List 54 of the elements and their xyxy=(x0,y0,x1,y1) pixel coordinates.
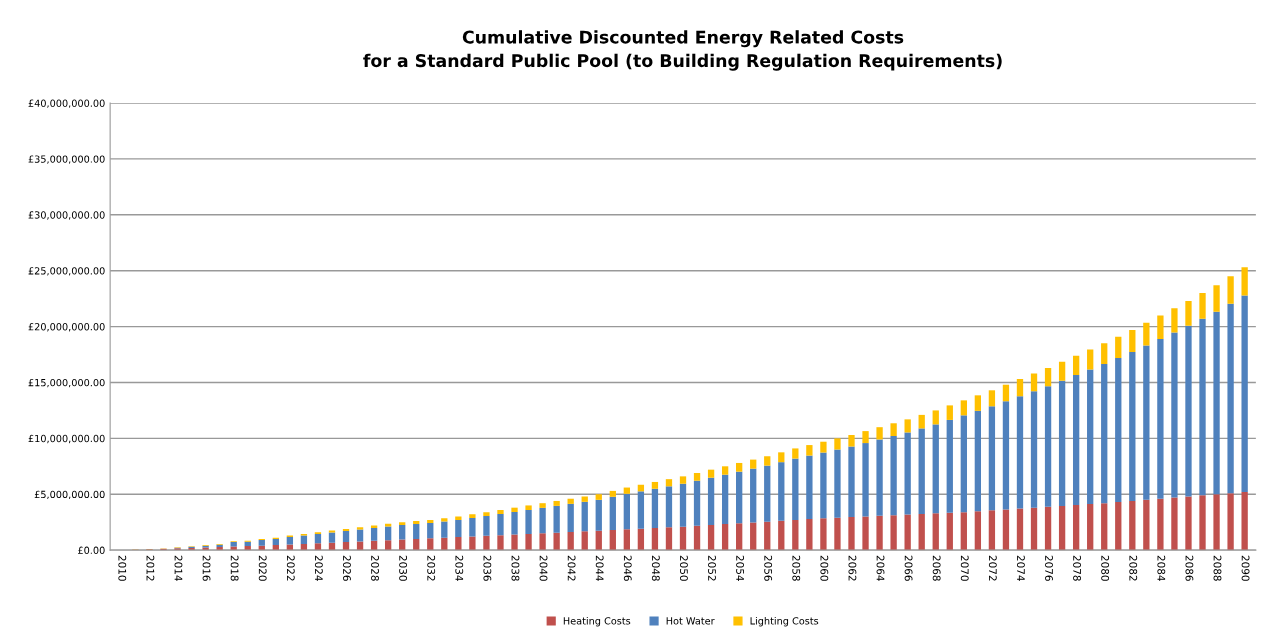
x-tick-label: 2060 xyxy=(820,555,829,581)
x-tick-label: 2016 xyxy=(202,555,211,581)
x-tick-label: 2052 xyxy=(708,555,716,581)
x-tick-label: 2032 xyxy=(427,555,436,581)
x-tick-label: 2050 xyxy=(679,555,688,581)
x-tick-label: 2084 xyxy=(1157,555,1166,581)
x-tick-label: 2086 xyxy=(1185,555,1194,581)
x-tick-label: 2048 xyxy=(651,555,660,581)
x-tick-label: 2030 xyxy=(399,555,408,581)
x-tick-label: 2046 xyxy=(623,555,632,581)
x-tick-label: 2078 xyxy=(1073,555,1082,581)
x-tick-label: 2080 xyxy=(1101,555,1110,581)
x-tick-label: 2076 xyxy=(1045,555,1053,581)
x-tick-label: 2020 xyxy=(258,555,267,581)
y-tick-label: £40,000,000.00 xyxy=(28,99,105,108)
x-tick-label: 2036 xyxy=(483,555,492,581)
y-tick-label: £30,000,000.00 xyxy=(28,211,105,220)
x-tick-label: 2042 xyxy=(567,555,576,581)
x-tick-label: 2038 xyxy=(511,555,520,581)
y-tick-label: £15,000,000.00 xyxy=(28,378,105,388)
x-tick-label: 2090 xyxy=(1241,555,1250,581)
x-tick-label: 2056 xyxy=(764,555,773,581)
x-tick-label: 2066 xyxy=(904,555,913,581)
x-tick-label: 2058 xyxy=(792,555,801,581)
x-tick-label: 2062 xyxy=(848,555,857,581)
legend-label: Hot Water xyxy=(666,617,715,625)
y-tick-label: £0.00 xyxy=(78,546,105,554)
x-tick-label: 2072 xyxy=(988,555,997,581)
y-tick-label: £35,000,000.00 xyxy=(28,155,105,164)
y-tick-label: £20,000,000.00 xyxy=(28,323,105,332)
x-tick-label: 2010 xyxy=(118,555,127,581)
x-tick-label: 2026 xyxy=(343,555,351,581)
x-tick-label: 2022 xyxy=(286,555,295,581)
legend-label: Heating Costs xyxy=(563,617,631,627)
y-tick-label: £25,000,000.00 xyxy=(28,267,105,276)
x-tick-label: 2088 xyxy=(1213,555,1222,581)
x-tick-label: 2044 xyxy=(595,555,604,581)
x-tick-label: 2040 xyxy=(539,555,548,581)
x-tick-label: 2064 xyxy=(876,555,885,581)
x-tick-label: 2018 xyxy=(230,555,239,581)
x-tick-label: 2028 xyxy=(371,555,379,581)
x-tick-label: 2070 xyxy=(960,555,969,581)
x-tick-label: 2068 xyxy=(932,555,941,581)
x-tick-label: 2012 xyxy=(146,555,155,581)
x-tick-label: 2034 xyxy=(455,555,464,581)
x-tick-label: 2074 xyxy=(1016,555,1025,581)
chart-title: Cumulative Discounted Energy Related Costs for a Standard Public Pool (to Building Regulation Requirements) xyxy=(363,30,1002,71)
y-tick-label: £5,000,000.00 xyxy=(34,490,105,500)
x-tick-label: 2082 xyxy=(1129,555,1138,581)
y-tick-label: £10,000,000.00 xyxy=(28,434,105,444)
x-tick-label: 2054 xyxy=(736,555,745,581)
x-tick-label: 2024 xyxy=(314,555,323,581)
legend-label: Lighting Costs xyxy=(750,617,819,627)
x-tick-label: 2014 xyxy=(174,555,183,581)
